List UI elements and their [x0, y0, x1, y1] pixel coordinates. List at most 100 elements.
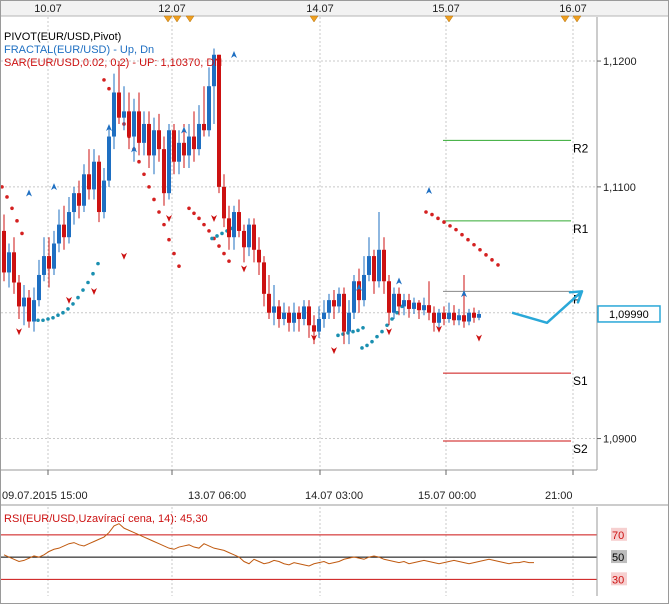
candle-body [47, 256, 51, 269]
candle-body [347, 312, 351, 332]
candle-body [447, 312, 451, 319]
candle-body [137, 111, 141, 143]
candle-body [477, 313, 481, 318]
fractal-up-icon [396, 277, 402, 285]
candle-body [357, 281, 361, 301]
candle-body [277, 306, 281, 319]
fractal-up-icon [51, 183, 57, 191]
candle-body [192, 136, 196, 150]
candle-body [187, 136, 191, 156]
price-axis-bg [597, 17, 669, 470]
candle-body [67, 212, 71, 238]
fractal-down-icon [211, 215, 217, 223]
candle-body [17, 282, 21, 307]
pivot-label-r1: R1 [573, 222, 589, 236]
event-marker-icon [309, 15, 319, 23]
sar-up-dot [152, 197, 156, 202]
sar-dn-dot [215, 234, 219, 238]
sar-up-dot [207, 229, 211, 233]
sar-up-dot [442, 220, 446, 224]
rsi-level-badge [611, 527, 627, 541]
price-tick-label: 1,1100 [603, 182, 636, 194]
candle-body [417, 302, 421, 311]
candle-body [242, 230, 246, 248]
candle-body [122, 111, 126, 118]
sar-up-dot [197, 216, 201, 221]
sar-up-dot [217, 244, 221, 248]
candle-body [387, 281, 391, 313]
candle-body [322, 312, 326, 319]
top-date-label: 14.07 [306, 3, 334, 15]
candle-body [307, 306, 311, 326]
candle-body [432, 312, 436, 323]
candle-body [92, 161, 96, 190]
rsi-level-badge [611, 572, 627, 586]
fractal-up-icon [356, 283, 362, 291]
sar-dn-dot [51, 315, 55, 320]
time-axis: 09.07.2015 15:00 13.07 06:00 14.07 03:00 15… [0, 469, 669, 507]
candle-body [2, 230, 6, 273]
candle-body [427, 305, 431, 313]
fractal-down-icon [66, 296, 72, 304]
time-axis-bg [0, 470, 669, 507]
sar-up-dot [137, 159, 141, 164]
sar-dn-dot [46, 317, 50, 321]
sar-up-dot [466, 237, 470, 242]
pivot-label-s2: S2 [573, 442, 588, 456]
candle-body [102, 180, 106, 213]
pivot-label-r2: R2 [573, 141, 589, 155]
sar-up-dot [460, 232, 464, 237]
time-tick-label: 13.07 06:00 [188, 490, 246, 502]
candle-body [87, 174, 91, 190]
sar-dn-dot [220, 231, 224, 236]
candle-body [367, 256, 371, 275]
forecast-arrowhead-icon [568, 290, 584, 304]
candle-body [207, 86, 211, 131]
fractal-up-icon [106, 124, 112, 132]
current-price-label: 1,09990 [609, 309, 649, 321]
candle-body [72, 193, 76, 213]
fractal-markers [16, 51, 482, 355]
candle-body [52, 243, 56, 269]
sar-up-dot [142, 172, 146, 177]
rsi-panel: 70 50 30 RSI(EUR/USD,Uzavírací cena, 14): 4… [1, 507, 627, 596]
candle-body [127, 111, 131, 137]
candle-body [82, 174, 86, 206]
event-marker-icon [185, 15, 195, 23]
sar-dn-dot [360, 346, 364, 350]
candle-body [77, 193, 81, 206]
sar-up-dot [15, 219, 19, 223]
candle-body [317, 319, 321, 332]
fractal-down-icon [386, 328, 392, 336]
candle-body [107, 136, 111, 181]
candle-body [237, 212, 241, 231]
candle-body [222, 186, 226, 219]
event-marker-icon [572, 15, 582, 23]
pivot-label-p: P [573, 292, 581, 306]
candle-body [97, 161, 101, 213]
candle-body [162, 149, 166, 194]
sar-up-dot [177, 264, 181, 268]
rsi-level-label: 70 [612, 530, 624, 542]
sar-dn-dot [61, 310, 65, 315]
candle-body [392, 293, 396, 313]
fractal-up-icon [426, 186, 432, 194]
sar-up-dot [20, 231, 24, 236]
sar-dots [0, 78, 500, 350]
fractal-up-icon [26, 189, 32, 197]
candle-body [202, 123, 206, 131]
sar-up-dot [478, 247, 482, 252]
sar-dn-dot [81, 288, 85, 292]
rsi-level-badge [611, 550, 627, 564]
candle-body [62, 224, 66, 238]
fractal-down-icon [121, 252, 127, 260]
sar-up-dot [424, 210, 428, 214]
time-tick-label: 21:00 [545, 490, 573, 502]
fractal-up-icon [131, 145, 137, 153]
sar-dn-dot [76, 295, 80, 300]
fractal-down-icon [436, 325, 442, 333]
grid [1, 17, 597, 596]
candle-body [262, 262, 266, 294]
sar-dn-dot [36, 318, 40, 323]
sar-up-dot [5, 195, 9, 199]
